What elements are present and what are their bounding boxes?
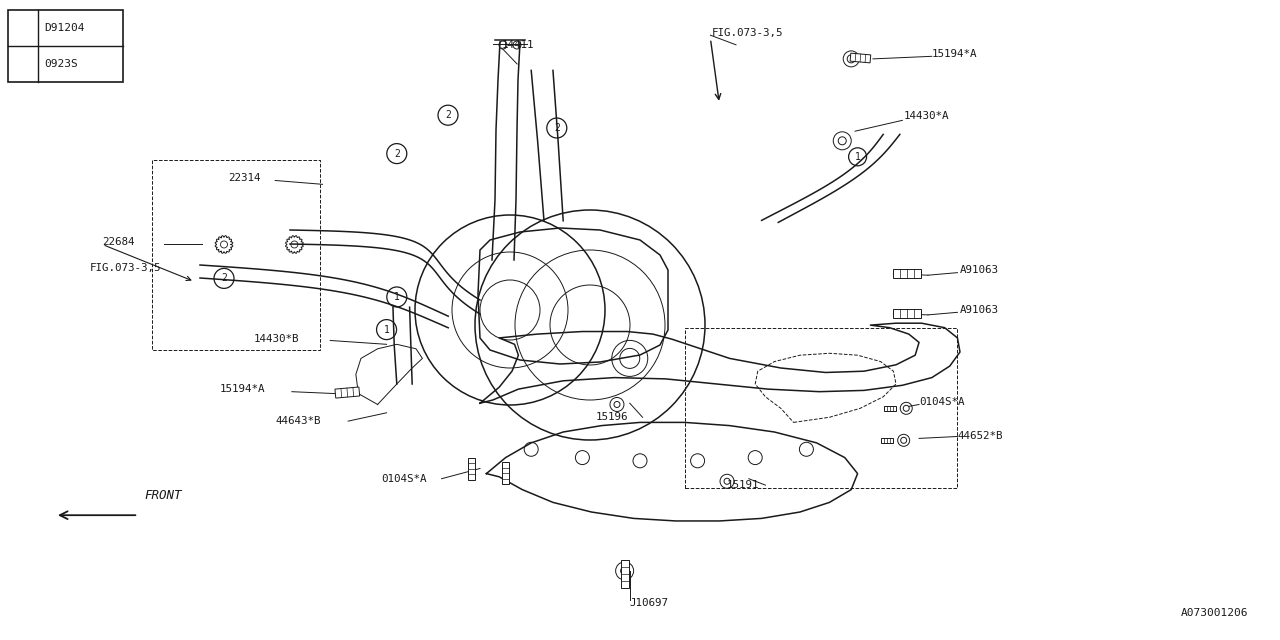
- Text: 2: 2: [445, 110, 451, 120]
- Text: 1: 1: [855, 152, 860, 162]
- Text: 15196: 15196: [595, 412, 627, 422]
- Polygon shape: [893, 269, 922, 278]
- Polygon shape: [850, 53, 870, 63]
- Polygon shape: [335, 387, 360, 398]
- Text: 22684: 22684: [102, 237, 134, 247]
- Polygon shape: [467, 458, 475, 479]
- Text: 0104S*A: 0104S*A: [919, 397, 965, 407]
- Text: 1: 1: [394, 292, 399, 302]
- Text: 15191: 15191: [727, 480, 759, 490]
- Text: 2: 2: [554, 123, 559, 133]
- Text: 22314: 22314: [228, 173, 260, 183]
- Polygon shape: [621, 560, 628, 588]
- Text: FIG.073-3,5: FIG.073-3,5: [712, 28, 783, 38]
- Polygon shape: [893, 309, 922, 318]
- Text: FRONT: FRONT: [145, 490, 182, 502]
- Polygon shape: [884, 406, 896, 411]
- Text: 1: 1: [384, 324, 389, 335]
- Text: 14411: 14411: [502, 40, 534, 50]
- Text: D91204: D91204: [44, 23, 84, 33]
- Text: 14430*B: 14430*B: [253, 334, 300, 344]
- Text: 44643*B: 44643*B: [275, 416, 321, 426]
- Text: J10697: J10697: [630, 598, 668, 608]
- Text: A073001206: A073001206: [1180, 608, 1248, 618]
- Text: 0923S: 0923S: [44, 59, 78, 69]
- Polygon shape: [502, 462, 509, 484]
- Text: 15194*A: 15194*A: [932, 49, 978, 59]
- Text: 2: 2: [221, 273, 227, 284]
- Text: A91063: A91063: [960, 305, 998, 316]
- Text: 15194*A: 15194*A: [220, 384, 266, 394]
- Bar: [8, 10, 123, 82]
- Text: 0104S*A: 0104S*A: [381, 474, 428, 484]
- Text: FIG.073-3,5: FIG.073-3,5: [90, 262, 161, 273]
- Polygon shape: [882, 438, 893, 443]
- Text: 1: 1: [20, 23, 26, 33]
- Text: A91063: A91063: [960, 265, 998, 275]
- Text: 2: 2: [20, 59, 26, 69]
- Text: 14430*A: 14430*A: [904, 111, 950, 122]
- Text: 44652*B: 44652*B: [957, 431, 1004, 442]
- Text: 2: 2: [394, 148, 399, 159]
